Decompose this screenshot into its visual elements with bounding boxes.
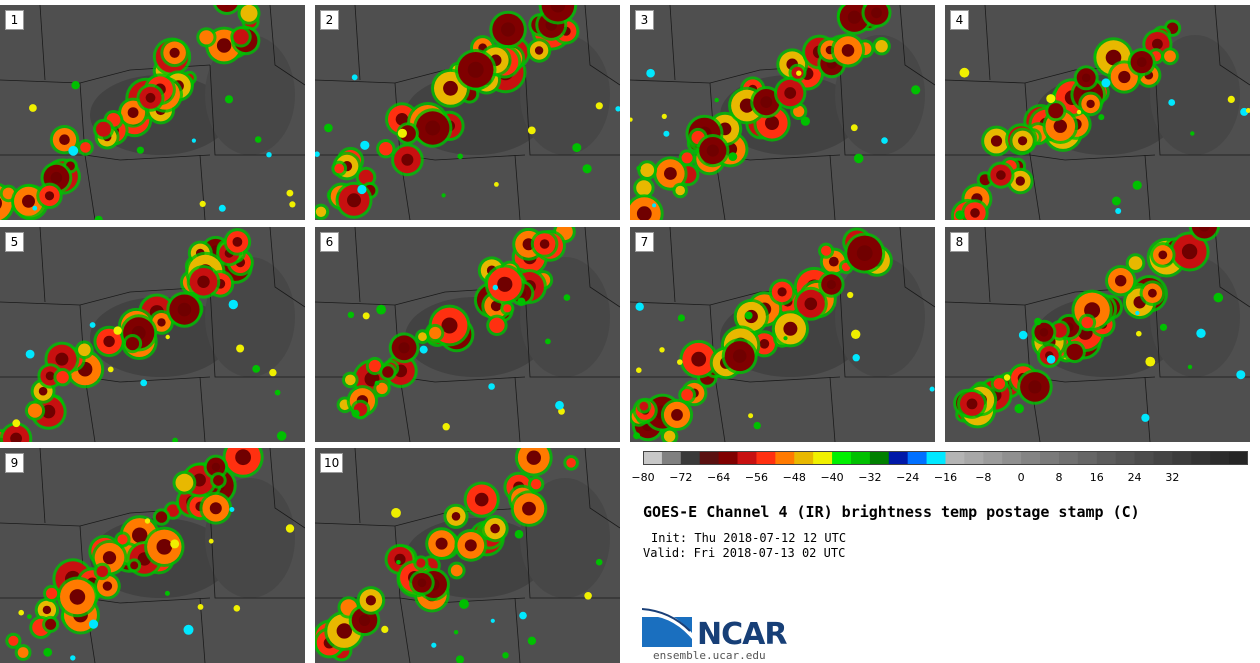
colorbar-swatch <box>1134 451 1154 465</box>
member-number-label: 4 <box>950 10 969 30</box>
colorbar-tick-label: −16 <box>933 471 958 484</box>
valid-time: Valid: Fri 2018-07-13 02 UTC <box>643 546 846 560</box>
colorbar-tick-label: −24 <box>896 471 920 484</box>
colorbar-tick-label: −40 <box>820 471 844 484</box>
ensemble-member-panel: 5 <box>0 227 305 442</box>
colorbar-tick-label: −8 <box>975 471 992 484</box>
member-number-label: 8 <box>950 232 969 252</box>
colorbar-swatch <box>1191 451 1211 465</box>
ensemble-member-panel: 8 <box>945 227 1250 442</box>
colorbar-swatch <box>850 451 871 465</box>
ncar-logo-icon <box>642 607 692 647</box>
colorbar-swatch <box>869 451 890 465</box>
colorbar-swatch <box>756 451 776 465</box>
colorbar-swatch <box>1115 451 1136 465</box>
colorbar-tick-label: −64 <box>707 471 731 484</box>
colorbar-swatch <box>1002 451 1022 465</box>
member-number-label: 9 <box>5 453 24 473</box>
member-number-label: 3 <box>635 10 654 30</box>
ensemble-member-panel: 6 <box>315 227 620 442</box>
colorbar-tick-label: −32 <box>858 471 882 484</box>
ir-satellite-map <box>945 227 1250 442</box>
colorbar-swatch <box>945 451 965 465</box>
colorbar-swatch <box>983 451 1003 465</box>
colorbar-swatch <box>1172 451 1192 465</box>
ensemble-member-panel: 2 <box>315 5 620 220</box>
chart-title: GOES-E Channel 4 (IR) brightness temp po… <box>643 503 1140 521</box>
member-number-label: 10 <box>320 453 344 473</box>
colorbar-swatch <box>888 451 909 465</box>
member-number-label: 7 <box>635 232 654 252</box>
colorbar-swatch <box>1040 451 1060 465</box>
colorbar-tick-label: 24 <box>1127 471 1142 484</box>
colorbar-swatch <box>1077 451 1098 465</box>
colorbar-tick-label: −56 <box>744 471 769 484</box>
ir-satellite-map <box>945 5 1250 220</box>
ensemble-member-panel: 1 <box>0 5 305 220</box>
colorbar-swatch <box>775 451 795 465</box>
colorbar-swatch <box>832 451 852 465</box>
colorbar-swatch <box>699 451 720 465</box>
colorbar-swatch <box>737 451 757 465</box>
ir-satellite-map <box>315 5 620 220</box>
colorbar-swatch <box>680 451 701 465</box>
ensemble-member-panel: 10 <box>315 448 620 663</box>
colorbar-tick-label: 8 <box>1055 471 1063 484</box>
colorbar-swatch <box>794 451 814 465</box>
colorbar-swatch <box>1229 451 1248 465</box>
colorbar-swatch <box>643 451 663 465</box>
ir-satellite-map <box>0 5 305 220</box>
member-number-label: 2 <box>320 10 339 30</box>
temperature-colorbar <box>643 451 1248 465</box>
colorbar-swatch <box>813 451 833 465</box>
colorbar-tick-label: −72 <box>669 471 693 484</box>
logo-wordmark: NCAR <box>697 617 787 652</box>
colorbar-swatch <box>718 451 739 465</box>
colorbar-swatch <box>907 451 928 465</box>
colorbar-swatch <box>1210 451 1230 465</box>
ir-satellite-map <box>630 5 935 220</box>
member-number-label: 1 <box>5 10 24 30</box>
colorbar-tick-label: −80 <box>631 471 655 484</box>
site-url[interactable]: ensemble.ucar.edu <box>653 649 766 662</box>
ensemble-member-panel: 7 <box>630 227 935 442</box>
ir-satellite-map <box>0 227 305 442</box>
colorbar-frame <box>643 451 1248 465</box>
colorbar-tick-label: 0 <box>1017 471 1025 484</box>
colorbar-swatch <box>1153 451 1173 465</box>
init-time: Init: Thu 2018-07-12 12 UTC <box>651 531 847 545</box>
ensemble-member-panel: 9 <box>0 448 305 663</box>
ensemble-member-panel: 3 <box>630 5 935 220</box>
colorbar-swatch <box>661 451 682 465</box>
ir-satellite-map <box>315 227 620 442</box>
member-number-label: 5 <box>5 232 24 252</box>
colorbar-tick-label: −48 <box>782 471 806 484</box>
colorbar-tick-label: 32 <box>1165 471 1180 484</box>
colorbar-swatch <box>1021 451 1041 465</box>
ensemble-member-panel: 4 <box>945 5 1250 220</box>
colorbar-swatch <box>964 451 984 465</box>
ir-satellite-map <box>630 227 935 442</box>
ir-satellite-map <box>315 448 620 663</box>
colorbar-swatch <box>1058 451 1079 465</box>
member-number-label: 6 <box>320 232 339 252</box>
colorbar-tick-label: 16 <box>1089 471 1104 484</box>
colorbar-swatch <box>1096 451 1117 465</box>
colorbar-swatch <box>926 451 946 465</box>
ir-satellite-map <box>0 448 305 663</box>
